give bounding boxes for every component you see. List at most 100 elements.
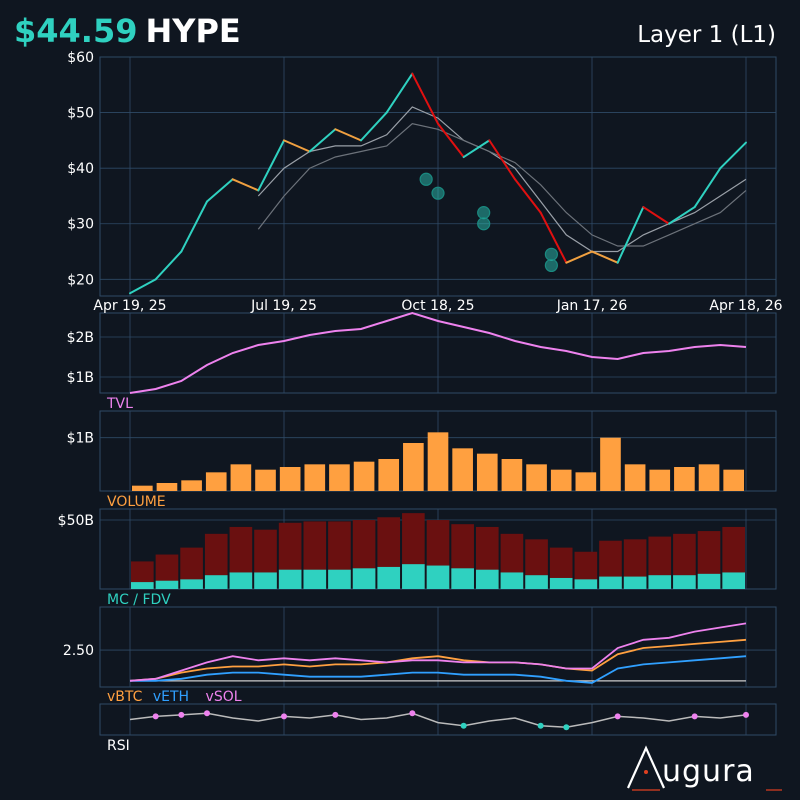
relative-line-vETH	[130, 655, 747, 684]
rsi-overbought-3	[204, 710, 210, 717]
mc-bar-5	[254, 572, 277, 589]
volume-bar-8	[329, 464, 350, 491]
volume-bar-4	[230, 464, 252, 491]
price-segment-7	[308, 128, 337, 153]
rsi-overbought-6	[281, 713, 287, 720]
mc-bar-12	[426, 565, 450, 589]
mc-bar-9	[352, 568, 376, 589]
rsi-oversold-17	[563, 724, 570, 731]
volume-ytick-0: $1B	[67, 431, 94, 447]
tvl-line	[129, 311, 747, 394]
augura-logo-icon	[626, 745, 782, 791]
tvl-label: TVL	[107, 396, 133, 412]
signal-marker-3	[477, 217, 491, 231]
volume-bar-10	[378, 459, 400, 491]
fdv-bar-1	[155, 554, 179, 589]
volume-bar-18	[575, 472, 597, 491]
signal-marker-1	[431, 186, 445, 200]
volume-bar-6	[279, 467, 301, 491]
price-segment-23	[719, 141, 747, 170]
mc-bar-7	[303, 569, 327, 589]
mc-label: MC	[107, 592, 129, 608]
relative-line-vBTC	[129, 638, 747, 682]
price-ytick-0: $60	[67, 50, 94, 66]
mc-bar-0	[131, 582, 154, 589]
rsi-overbought-1	[152, 713, 159, 720]
mc-bar-2	[180, 579, 203, 589]
mcfdv-ytick-0: $50B	[58, 513, 94, 529]
volume-bar-2	[181, 480, 202, 491]
volume-bar-15	[501, 459, 523, 491]
rsi-overbought-2	[178, 711, 185, 718]
vbtc-label: vBTC	[107, 689, 143, 705]
price-ytick-4: $20	[67, 272, 94, 288]
volume-bar-5	[255, 469, 276, 491]
volume-bar-23	[698, 464, 720, 491]
mc-bar-13	[451, 568, 474, 589]
mc-bar-11	[402, 564, 425, 589]
price-segment-14	[488, 139, 516, 181]
mc-bar-4	[229, 572, 253, 589]
price-segment-2	[180, 200, 208, 253]
volume-bar-14	[476, 453, 498, 491]
price-ytick-3: $30	[67, 217, 94, 233]
mc-bar-24	[722, 572, 745, 589]
rsi-overbought-19	[614, 713, 621, 720]
price-segment-22	[693, 167, 722, 209]
price-segment-13	[462, 139, 491, 159]
price-segment-21	[668, 206, 696, 225]
tvl-ytick-0: $2B	[67, 330, 94, 346]
volume-label: VOLUME	[107, 494, 166, 510]
price-ytick-2: $40	[67, 161, 94, 177]
fdv-bar-2	[180, 547, 203, 589]
price-xtick-1: Jul 19, 25	[250, 298, 317, 314]
mc-bar-16	[525, 575, 548, 589]
rsi-overbought-22	[691, 713, 698, 720]
price-segment-6	[283, 139, 311, 153]
mc-fdv-label: MC / FDV	[107, 592, 171, 608]
rsi-line	[129, 712, 747, 729]
mc-bar-6	[278, 569, 302, 589]
price-xtick-2: Oct 18, 25	[401, 298, 474, 314]
price-segment-9	[360, 111, 388, 142]
price-xtick-0: Apr 19, 25	[93, 298, 166, 314]
mc-bar-18	[574, 579, 598, 589]
price-segment-1	[154, 250, 183, 281]
header: $44.59 HYPE	[14, 12, 241, 52]
price-ytick-1: $50	[67, 106, 94, 122]
mc-bar-23	[697, 573, 721, 589]
price-xtick-4: Apr 18, 26	[709, 298, 782, 314]
ticker-symbol: HYPE	[145, 12, 241, 50]
volume-bar-20	[624, 464, 646, 491]
volume-bar-1	[156, 483, 178, 491]
volume-bar-13	[452, 448, 473, 491]
price-segment-12	[437, 122, 465, 159]
tvl-ytick-1: $1B	[67, 370, 94, 386]
price-ma-2	[257, 123, 747, 247]
price-segment-4	[231, 178, 260, 192]
volume-bar-24	[723, 469, 744, 491]
price-segment-18	[591, 250, 619, 264]
price-segment-19	[616, 206, 645, 264]
current-price: $44.59	[14, 12, 138, 50]
mc-bar-20	[623, 576, 647, 589]
category-label: Layer 1 (L1)	[637, 22, 776, 48]
price-segment-15	[514, 178, 542, 214]
mc-bar-19	[599, 576, 622, 589]
signal-marker-0	[419, 172, 433, 186]
volume-bar-7	[304, 464, 326, 491]
signal-marker-4	[544, 247, 558, 261]
price-segment-11	[411, 72, 439, 125]
rsi-overbought-24	[743, 711, 749, 718]
volume-bar-0	[132, 485, 153, 491]
price-segment-20	[642, 206, 670, 225]
mc-bar-21	[648, 575, 672, 589]
mc-bar-22	[673, 575, 696, 589]
rsi-label: RSI	[107, 738, 130, 754]
price-segment-8	[334, 128, 362, 142]
volume-bar-17	[550, 469, 572, 491]
volume-bar-16	[526, 464, 547, 491]
volume-bar-22	[674, 467, 695, 491]
price-ma-1	[257, 106, 747, 253]
price-xtick-3: Jan 17, 26	[556, 298, 628, 314]
